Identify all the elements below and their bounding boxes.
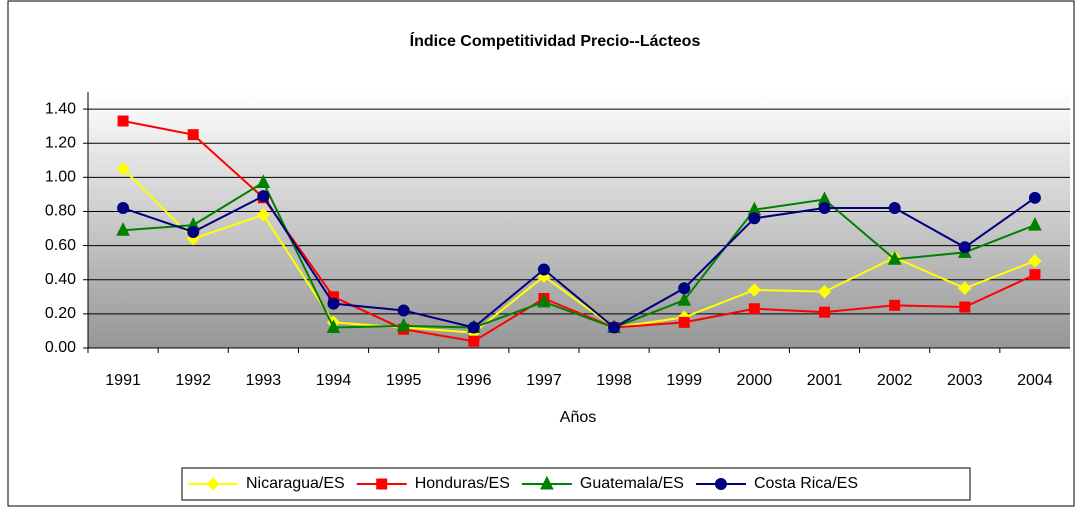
marker xyxy=(116,162,130,176)
marker xyxy=(677,292,692,306)
chart-title: Índice Competitividad Precio--Lácteos xyxy=(410,31,701,50)
x-tick-label: 2001 xyxy=(807,372,843,389)
x-tick-label: 1991 xyxy=(105,372,141,389)
series-line xyxy=(122,181,1036,329)
marker xyxy=(537,293,551,308)
marker xyxy=(257,190,270,203)
x-tick-label: 2004 xyxy=(1017,372,1053,389)
marker xyxy=(888,202,901,215)
x-axis-label: Años xyxy=(560,409,596,426)
marker xyxy=(1028,254,1042,268)
legend-box xyxy=(181,467,971,501)
x-tick-label: 1994 xyxy=(316,372,352,389)
marker xyxy=(116,222,130,236)
marker xyxy=(889,299,901,311)
marker xyxy=(256,174,271,188)
marker xyxy=(958,241,971,254)
marker xyxy=(396,317,411,332)
marker xyxy=(747,283,762,297)
marker xyxy=(326,319,341,334)
y-tick-label: 1.00 xyxy=(45,169,76,186)
x-tick-label: 2002 xyxy=(877,372,913,389)
marker xyxy=(187,225,200,238)
x-tick-label: 1997 xyxy=(526,372,562,389)
x-tick-label: 2003 xyxy=(947,372,983,389)
marker xyxy=(958,281,972,295)
marker xyxy=(748,303,760,315)
marker xyxy=(748,212,761,225)
x-tick-label: 1993 xyxy=(246,372,282,389)
x-tick-label: 1999 xyxy=(666,372,702,389)
plot-area xyxy=(88,92,1070,348)
marker xyxy=(256,208,271,222)
legend-label: Nicaragua/ES xyxy=(246,475,345,492)
series-line xyxy=(122,168,1036,334)
y-tick-label: 1.20 xyxy=(45,134,76,151)
marker xyxy=(187,129,199,141)
marker xyxy=(818,202,831,215)
marker xyxy=(117,202,130,215)
marker xyxy=(467,321,480,334)
marker xyxy=(376,478,388,490)
marker xyxy=(537,263,550,276)
x-tick-label: 1998 xyxy=(596,372,632,389)
marker xyxy=(206,477,220,491)
marker xyxy=(608,321,621,334)
series-line xyxy=(122,194,1036,329)
y-tick-label: 0.20 xyxy=(45,305,76,322)
marker xyxy=(397,304,410,317)
marker xyxy=(468,335,480,347)
marker xyxy=(714,478,727,490)
marker xyxy=(1029,269,1041,281)
y-tick-label: 0.00 xyxy=(45,339,76,356)
y-tick-label: 0.40 xyxy=(45,271,76,288)
marker xyxy=(327,297,340,310)
legend-label: Guatemala/ES xyxy=(580,475,684,492)
y-tick-label: 1.40 xyxy=(45,100,76,117)
marker xyxy=(819,306,830,318)
x-tick-label: 1996 xyxy=(456,372,492,389)
marker xyxy=(887,251,902,265)
legend-label: Honduras/ES xyxy=(415,475,510,492)
x-tick-label: 2000 xyxy=(737,372,773,389)
x-tick-label: 1992 xyxy=(175,372,211,389)
y-tick-label: 0.60 xyxy=(45,237,76,254)
marker xyxy=(1028,191,1041,204)
marker xyxy=(678,282,691,295)
legend-label: Costa Rica/ES xyxy=(754,475,858,492)
marker xyxy=(959,301,971,313)
marker xyxy=(817,284,832,299)
marker xyxy=(678,316,690,328)
marker xyxy=(1028,217,1042,231)
y-tick-label: 0.80 xyxy=(45,203,76,220)
marker xyxy=(540,475,554,490)
x-tick-label: 1995 xyxy=(386,372,422,389)
marker xyxy=(117,115,129,127)
